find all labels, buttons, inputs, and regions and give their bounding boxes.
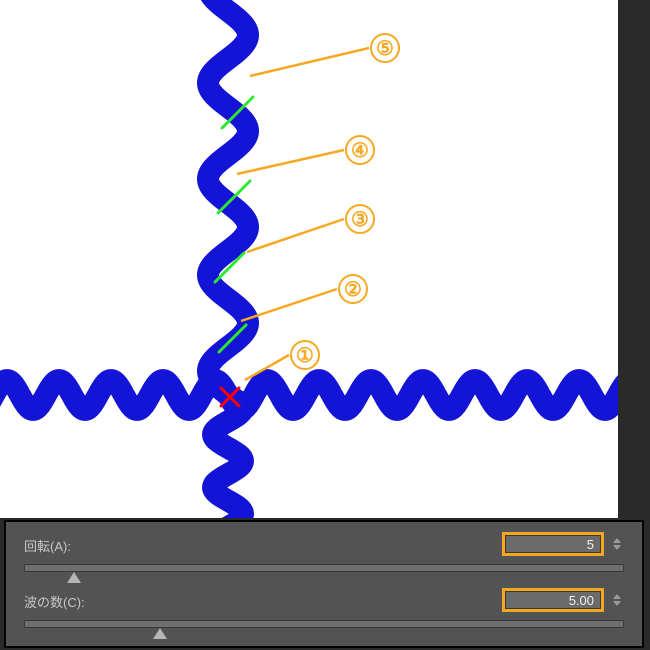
chevron-up-icon[interactable] — [613, 538, 621, 543]
rotation-spinner[interactable] — [610, 532, 624, 556]
settings-panel: 回転(A): 波の数(C): — [4, 520, 644, 648]
wavecount-label: 波の数(C): — [24, 592, 85, 611]
rotation-input-highlight — [502, 532, 604, 556]
chevron-down-icon[interactable] — [613, 601, 621, 606]
wave-drawing — [0, 0, 618, 518]
rotation-label: 回転(A): — [24, 536, 71, 555]
wavecount-spinner[interactable] — [610, 588, 624, 612]
chevron-down-icon[interactable] — [613, 545, 621, 550]
rotation-input[interactable] — [505, 535, 601, 553]
wavecount-slider-track[interactable] — [24, 620, 624, 628]
rotation-slider-handle[interactable] — [67, 572, 81, 583]
rotation-row: 回転(A): — [16, 528, 632, 584]
wavecount-input-highlight — [502, 588, 604, 612]
canvas-area — [0, 0, 618, 518]
wavecount-slider-handle[interactable] — [153, 628, 167, 639]
wavecount-input[interactable] — [505, 591, 601, 609]
rotation-slider-track[interactable] — [24, 564, 624, 572]
wavecount-row: 波の数(C): — [16, 584, 632, 640]
chevron-up-icon[interactable] — [613, 594, 621, 599]
